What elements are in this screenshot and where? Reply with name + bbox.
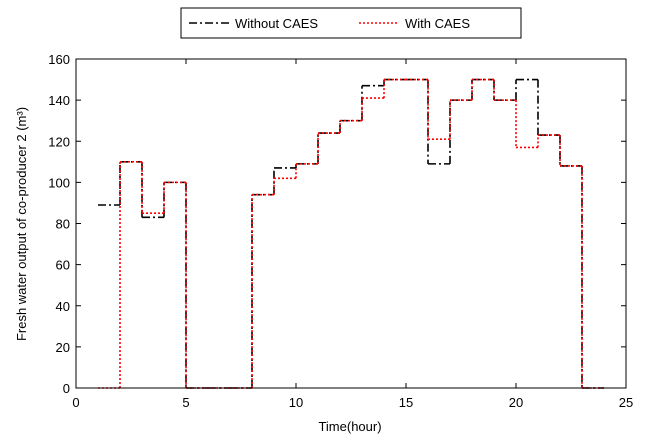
y-tick-label: 0 xyxy=(63,381,70,396)
legend-label: Without CAES xyxy=(235,16,318,31)
x-tick-label: 10 xyxy=(289,395,303,410)
x-tick-label: 20 xyxy=(509,395,523,410)
y-tick-label: 60 xyxy=(56,258,70,273)
y-axis-label: Fresh water output of co-producer 2 (m³) xyxy=(14,107,29,341)
y-tick-label: 100 xyxy=(48,175,70,190)
x-tick-label: 0 xyxy=(72,395,79,410)
x-axis-label: Time(hour) xyxy=(318,419,381,434)
y-tick-label: 120 xyxy=(48,134,70,149)
legend-box xyxy=(180,7,522,39)
y-tick-label: 80 xyxy=(56,217,70,232)
x-tick-label: 15 xyxy=(399,395,413,410)
x-tick-label: 25 xyxy=(619,395,633,410)
x-tick-label: 5 xyxy=(182,395,189,410)
y-tick-label: 160 xyxy=(48,52,70,67)
legend-label: With CAES xyxy=(405,16,470,31)
plot-frame xyxy=(75,58,627,389)
y-tick-label: 20 xyxy=(56,340,70,355)
y-tick-label: 40 xyxy=(56,299,70,314)
y-tick-label: 140 xyxy=(48,93,70,108)
